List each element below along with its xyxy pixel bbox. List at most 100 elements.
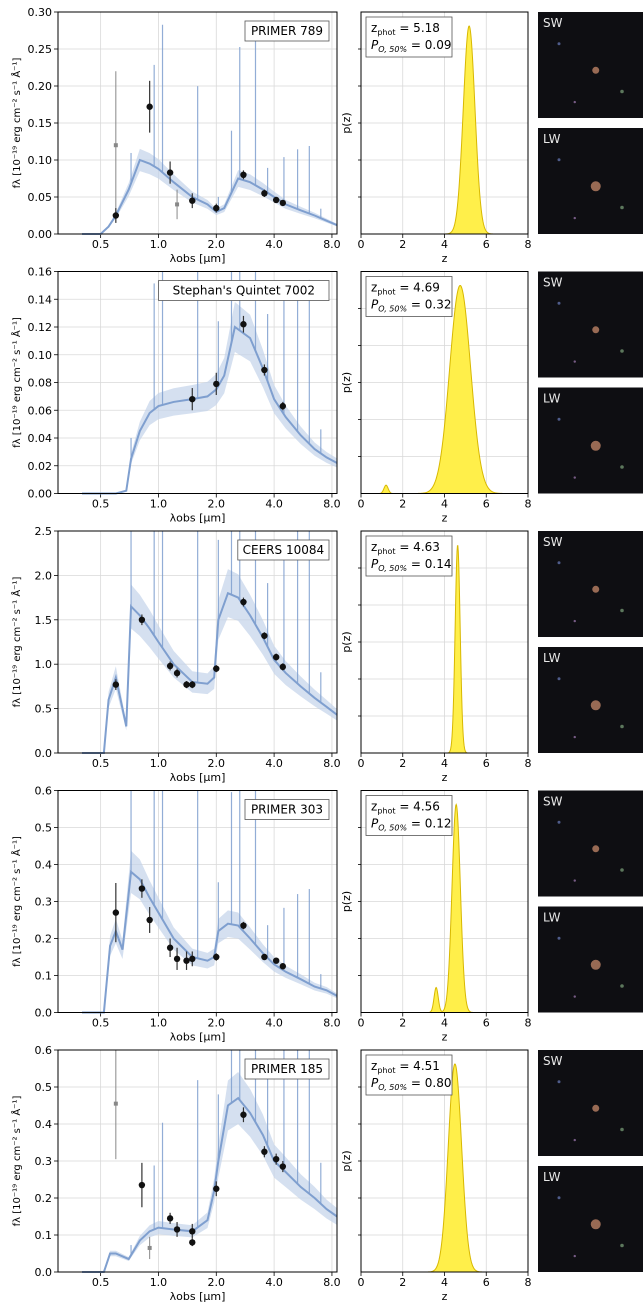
z-phot-label: zphot = 4.51: [371, 1059, 440, 1075]
sed-x-tick-label: 4.0: [265, 238, 283, 251]
sed-grey-point: [147, 1245, 152, 1250]
sed-y-tick-label: 0.14: [28, 293, 53, 306]
lw-label: LW: [543, 132, 561, 146]
object-name: PRIMER 789: [251, 24, 323, 38]
p-o50-value: = 0.09: [407, 38, 451, 52]
sed-y-tick-label: 0.20: [28, 80, 53, 93]
p-o50-symbol: P: [371, 557, 379, 571]
cutout-source: [620, 868, 624, 872]
pz-x-axis-label: z: [442, 1031, 448, 1044]
sed-x-tick-label: 4.0: [265, 498, 283, 511]
sed-data-point: [279, 963, 287, 970]
p-o50-label: PO, 50% = 0.32: [371, 298, 452, 314]
sed-x-tick-label: 2.0: [208, 1276, 226, 1289]
pz-annotation-box: [365, 535, 453, 577]
sed-frame: [57, 790, 338, 1013]
pz-x-axis-label: z: [442, 1290, 448, 1303]
cutout-panel: SW LW: [538, 790, 643, 1013]
sed-data-point: [112, 212, 120, 219]
sed-data-point: [173, 1226, 181, 1233]
pz-x-tick-label: 2: [399, 238, 406, 251]
p-o50-value: = 0.80: [407, 1076, 451, 1090]
sed-y-tick-label: 0.12: [28, 321, 53, 334]
cutout-source: [592, 66, 600, 74]
sed-frame: [57, 1049, 338, 1273]
pz-annotation-box: [365, 795, 453, 836]
cutout-source: [573, 100, 576, 104]
sed-x-tick-label: 2.0: [208, 498, 226, 511]
sed-data-point: [213, 1185, 220, 1192]
object-label-box: [244, 799, 330, 820]
sed-x-tick-label: 0.5: [92, 498, 110, 511]
sed-data-point: [213, 204, 220, 212]
cutout-source: [590, 181, 601, 192]
cutout-source: [573, 1254, 576, 1258]
pz-x-tick-label: 2: [399, 498, 406, 511]
sed-data-point: [272, 196, 280, 204]
p-o50-value: = 0.32: [407, 298, 451, 312]
sed-x-axis-label: λobs [μm]: [170, 512, 226, 525]
sed-y-tick-label: 0.5: [35, 703, 53, 716]
sed-data-point: [166, 944, 174, 951]
cutout-source: [573, 879, 576, 882]
cutout-source: [620, 984, 624, 988]
cutout-panel: SW LW: [538, 531, 643, 753]
sed-x-tick-label: 8.0: [323, 757, 341, 770]
sed-grey-point: [113, 1101, 118, 1106]
pz-x-axis-label: z: [442, 771, 448, 784]
cutout-source: [557, 42, 561, 46]
sed-model-line: [82, 158, 338, 235]
sed-data-point: [272, 957, 280, 964]
pz-x-tick-label: 8: [525, 238, 532, 251]
cutout-panel: SW LW: [538, 12, 643, 234]
pz-x-tick-label: 0: [358, 498, 365, 511]
pz-x-tick-label: 0: [358, 757, 365, 770]
cutout-source: [620, 205, 624, 210]
p-o50-subscript: O, 50%: [378, 1083, 407, 1092]
pz-y-axis-label: p(z): [340, 631, 353, 652]
sed-y-tick-label: 0.06: [28, 404, 53, 417]
lw-label: LW: [543, 911, 561, 925]
p-o50-symbol: P: [371, 817, 379, 831]
sed-y-tick-label: 0.00: [28, 488, 53, 501]
cutout-source: [557, 158, 561, 162]
sed-data-point: [146, 103, 153, 110]
p-o50-symbol: P: [371, 38, 379, 52]
cutout-source: [590, 1219, 601, 1230]
pz-x-tick-label: 0: [358, 238, 365, 251]
pz-x-tick-label: 8: [525, 498, 532, 511]
pz-x-tick-label: 8: [525, 1017, 532, 1030]
sed-y-tick-label: 2.0: [35, 569, 53, 582]
sed-data-point: [138, 616, 146, 623]
sed-data-point: [261, 953, 268, 961]
cutout-panel: SW LW: [538, 1050, 643, 1272]
cutout-source: [557, 417, 561, 421]
lw-label: LW: [543, 1170, 561, 1184]
z-phot-value: = 4.69: [396, 281, 440, 295]
z-phot-symbol: z: [371, 800, 377, 814]
sed-y-tick-label: 0.15: [28, 117, 53, 130]
sed-frame: [57, 530, 338, 754]
z-phot-label: zphot = 4.69: [371, 281, 440, 297]
p-o50-value: = 0.12: [407, 817, 451, 831]
sed-data-point: [240, 598, 247, 606]
sed-data-point: [240, 171, 247, 178]
sed-x-tick-label: 2.0: [208, 757, 226, 770]
sed-y-tick-label: 0.2: [35, 1192, 53, 1205]
pz-y-axis-label: p(z): [340, 891, 353, 912]
sed-data-point: [189, 197, 196, 204]
object-label-box: [244, 20, 330, 42]
p-o50-subscript: O, 50%: [378, 564, 407, 573]
sed-y-axis-label: fλ [10⁻¹⁹ erg cm⁻² s⁻¹ Å⁻¹]: [10, 317, 23, 448]
sed-y-tick-label: 0.1: [35, 970, 53, 983]
sed-y-tick-label: 0.0: [35, 1007, 53, 1020]
pz-x-tick-label: 6: [483, 238, 490, 251]
sed-x-tick-label: 1.0: [150, 1017, 168, 1030]
cutout-source: [557, 561, 561, 565]
pz-y-axis-label: p(z): [340, 112, 353, 133]
sw-cutout: [538, 1050, 643, 1156]
